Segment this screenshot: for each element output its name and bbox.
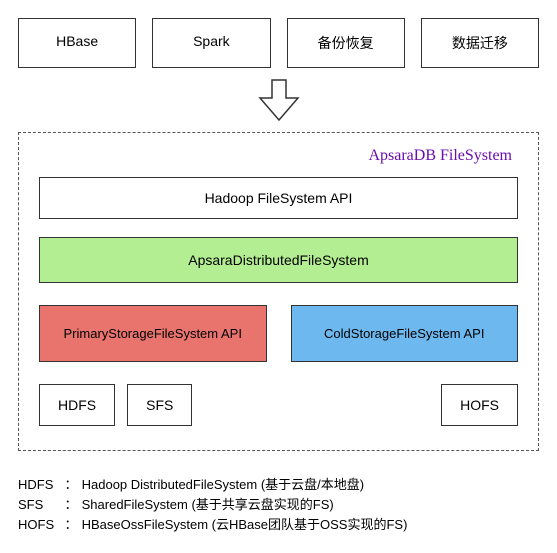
- apsaradb-filesystem-container: ApsaraDB FileSystem Hadoop FileSystem AP…: [18, 132, 539, 451]
- impl-sfs: SFS: [127, 384, 192, 426]
- legend-hdfs-desc: Hadoop DistributedFileSystem (基于云盘/本地盘): [82, 477, 364, 492]
- down-arrow: [18, 78, 539, 122]
- implementations-row: HDFS SFS HOFS: [39, 384, 518, 426]
- spacer: [204, 384, 429, 426]
- impl-hdfs: HDFS: [39, 384, 115, 426]
- impl-hofs: HOFS: [441, 384, 518, 426]
- apsara-distributed-filesystem: ApsaraDistributedFileSystem: [39, 237, 518, 283]
- container-title: ApsaraDB FileSystem: [39, 147, 518, 165]
- top-clients-row: HBase Spark 备份恢复 数据迁移: [18, 18, 539, 68]
- legend-hdfs: HDFS： Hadoop DistributedFileSystem (基于云盘…: [18, 475, 539, 495]
- client-migrate: 数据迁移: [421, 18, 539, 68]
- legend-hofs: HOFS： HBaseOssFileSystem (云HBase团队基于OSS实…: [18, 515, 539, 535]
- client-hbase: HBase: [18, 18, 136, 68]
- hadoop-filesystem-api: Hadoop FileSystem API: [39, 177, 518, 219]
- legend-sfs-desc: SharedFileSystem (基于共享云盘实现的FS): [82, 497, 334, 512]
- legend-sfs-key: SFS: [18, 495, 64, 515]
- down-arrow-icon: [256, 78, 302, 122]
- storage-api-row: PrimaryStorageFileSystem API ColdStorage…: [39, 305, 518, 362]
- client-backup: 备份恢复: [287, 18, 405, 68]
- primary-storage-api: PrimaryStorageFileSystem API: [39, 305, 267, 362]
- cold-storage-api: ColdStorageFileSystem API: [291, 305, 519, 362]
- legend-hofs-desc: HBaseOssFileSystem (云HBase团队基于OSS实现的FS): [82, 517, 408, 532]
- legend-sfs: SFS： SharedFileSystem (基于共享云盘实现的FS): [18, 495, 539, 515]
- client-spark: Spark: [152, 18, 270, 68]
- legend: HDFS： Hadoop DistributedFileSystem (基于云盘…: [18, 475, 539, 535]
- legend-hofs-key: HOFS: [18, 515, 64, 535]
- legend-hdfs-key: HDFS: [18, 475, 64, 495]
